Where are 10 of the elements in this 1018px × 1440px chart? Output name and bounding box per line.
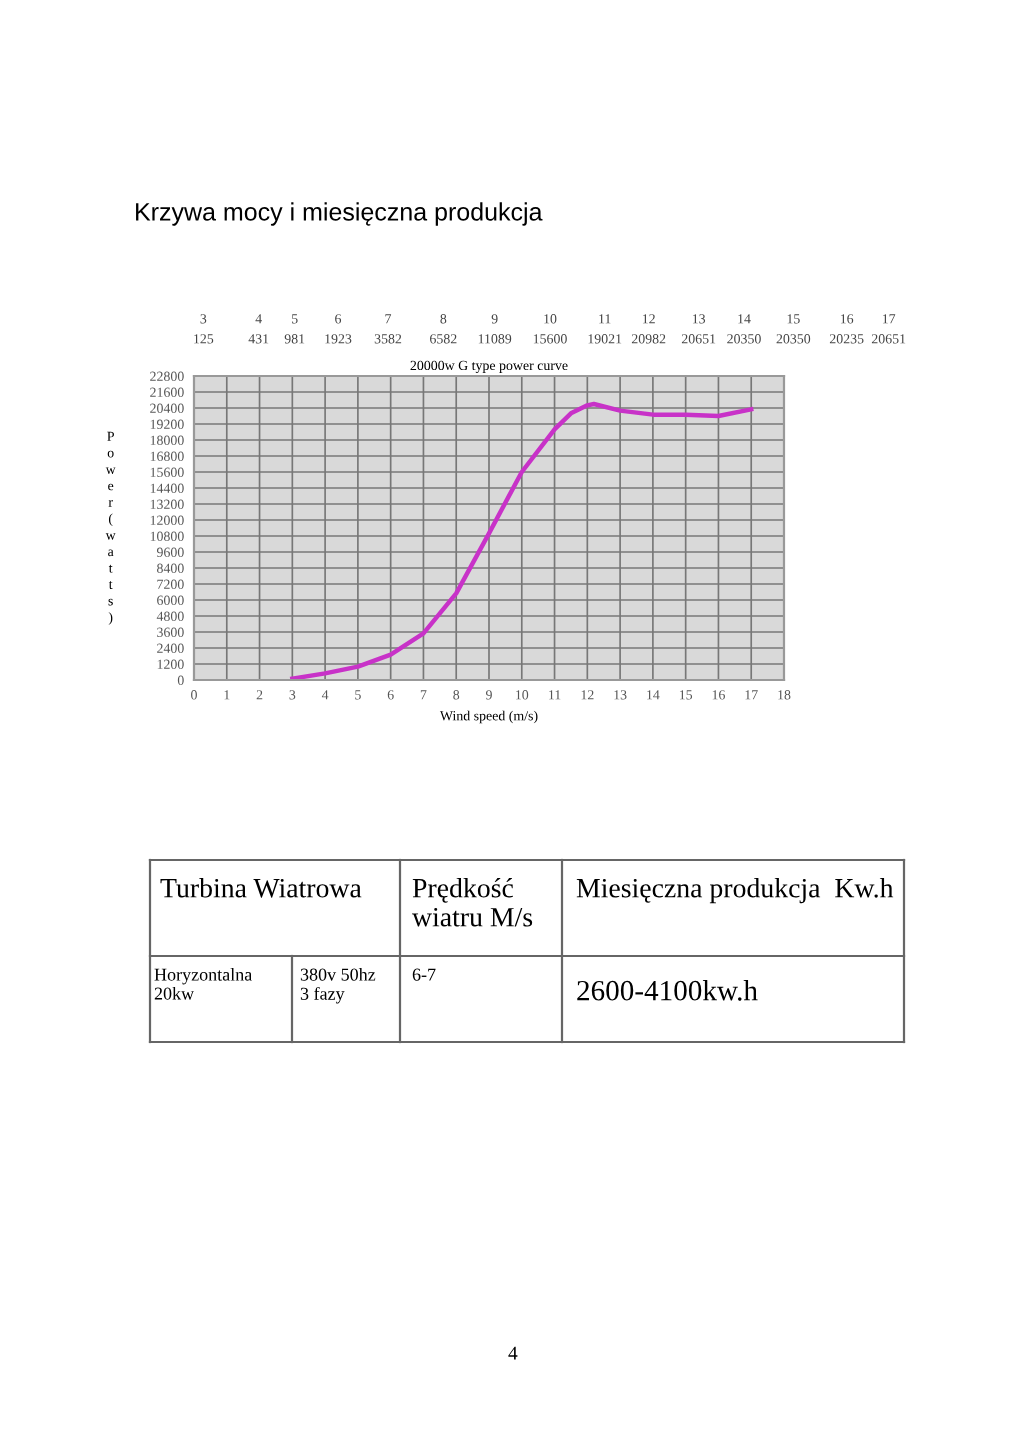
text: Miesięczna produkcja Kw.h <box>576 878 894 904</box>
chart-title: Krzywa mocy i miesięczna produkcja <box>136 202 543 226</box>
text: Turbina Wiatrowa <box>160 878 362 898</box>
text: 6-7 <box>412 968 436 981</box>
text: Horyzontalna 20kw <box>154 968 253 1000</box>
text: 4 <box>508 1346 518 1360</box>
text: Prędkość wiatru M/s <box>412 877 533 927</box>
text: 380v 50hz 3 fazy <box>300 968 376 1004</box>
line-series <box>290 401 754 680</box>
text: 2600-4100kw.h <box>577 980 758 1001</box>
